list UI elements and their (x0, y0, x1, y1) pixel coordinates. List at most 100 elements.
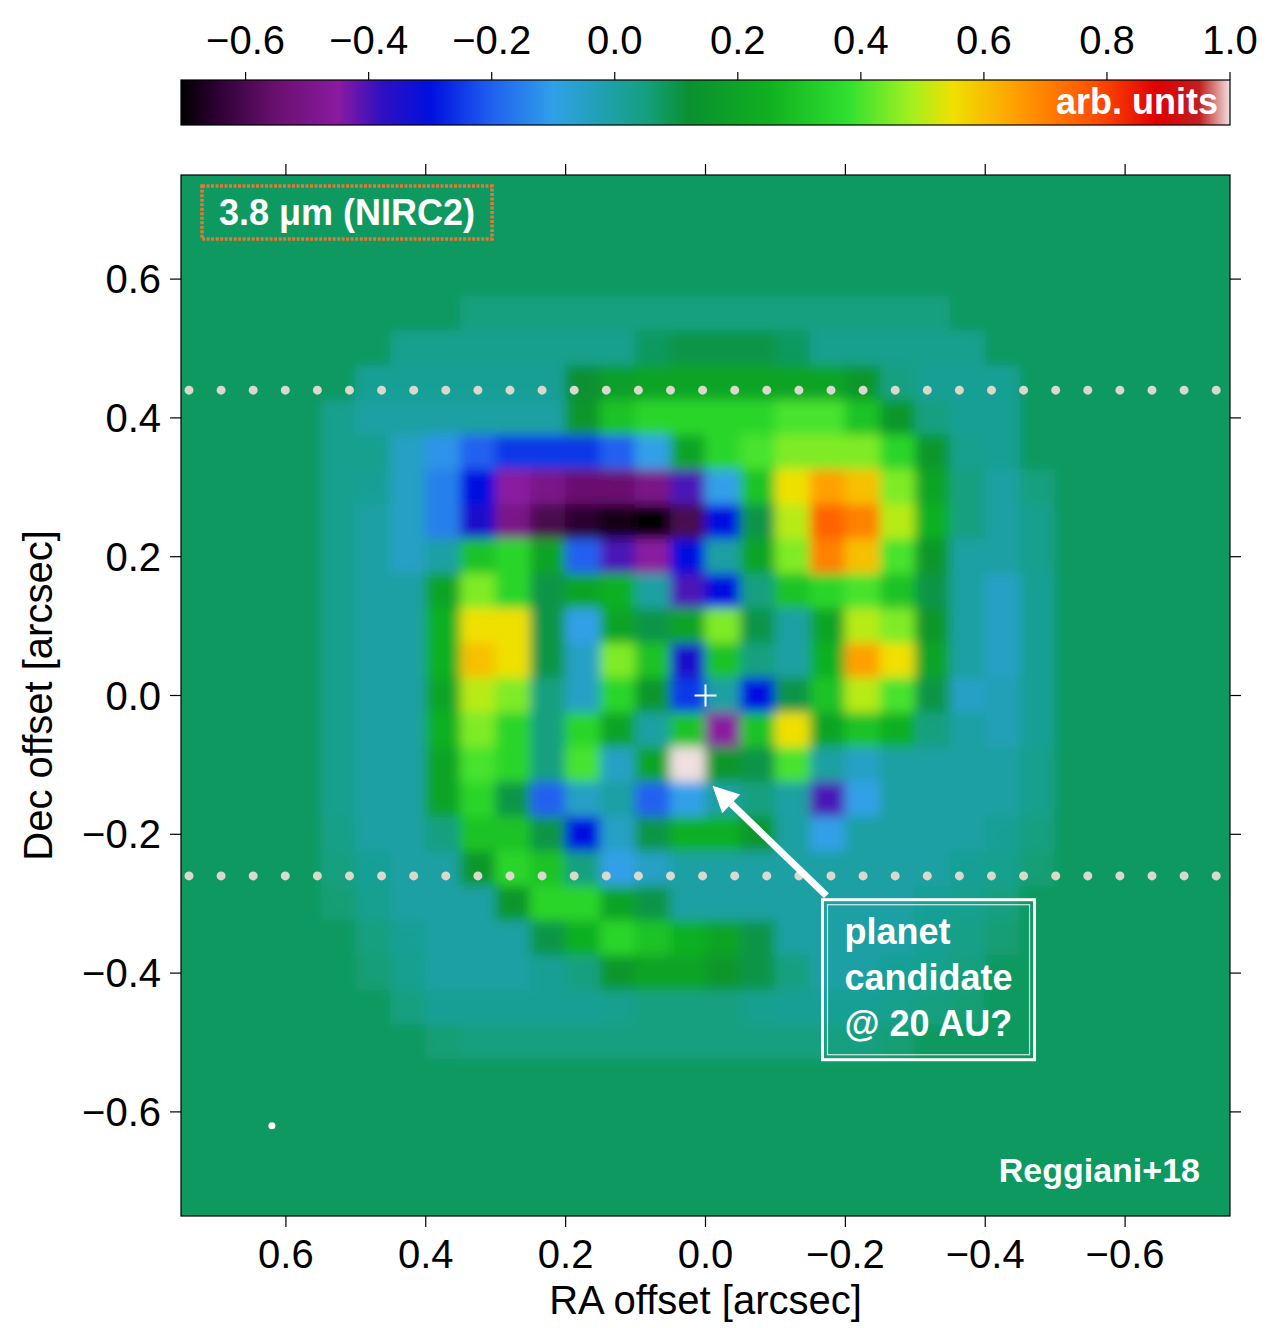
heatmap-cell (705, 1129, 741, 1165)
heatmap-cell (705, 608, 741, 644)
heatmap-cell (1160, 712, 1196, 748)
heatmap-cell (775, 1198, 811, 1216)
heatmap-cell (1195, 712, 1230, 748)
x-tick-label: 0.0 (678, 1232, 734, 1276)
colorbar-tick-label: 0.0 (587, 18, 643, 62)
heatmap-cell (460, 886, 496, 922)
heatmap-cell (1020, 921, 1056, 957)
heatmap-cell (880, 504, 916, 540)
heatmap-cell (460, 365, 496, 401)
heatmap-cell (1195, 574, 1230, 610)
heatmap-cell (915, 1129, 951, 1165)
heatmap-cell (215, 1059, 251, 1095)
heatmap-cell (1090, 1198, 1126, 1216)
heatmap-cell (250, 816, 286, 852)
heatmap-cell (460, 1094, 496, 1130)
heatmap-cell (915, 1198, 951, 1216)
heatmap-cell (425, 747, 461, 783)
heatmap-cell (740, 296, 776, 332)
heatmap-cell (775, 574, 811, 610)
heatmap-cell (530, 1025, 566, 1061)
heatmap-cell (460, 990, 496, 1026)
heatmap-cell (215, 1163, 251, 1199)
heatmap-cell (915, 469, 951, 505)
heatmap-cell (1090, 782, 1126, 818)
heatmap-cell (215, 1025, 251, 1061)
y-tick-label: 0.0 (105, 674, 161, 718)
heatmap-cell (775, 955, 811, 991)
heatmap-cell (355, 678, 391, 714)
heatmap-cell (390, 365, 426, 401)
heatmap-cell (1055, 747, 1091, 783)
heatmap-cell (390, 1198, 426, 1216)
y-tick-right (1230, 695, 1241, 696)
heatmap-cell (355, 175, 391, 193)
heatmap-cell (390, 747, 426, 783)
heatmap-cell (250, 365, 286, 401)
heatmap-cell (530, 747, 566, 783)
heatmap-cell (880, 574, 916, 610)
heatmap-cell (460, 539, 496, 575)
heatmap-cell (215, 608, 251, 644)
heatmap-cell (1055, 192, 1091, 228)
heatmap-cell (635, 296, 671, 332)
heatmap-cell (1125, 712, 1161, 748)
heatmap-cell (460, 608, 496, 644)
heatmap-cell (1125, 261, 1161, 297)
heatmap-cell (705, 851, 741, 887)
heatmap-cell (355, 816, 391, 852)
heatmap-cell (810, 175, 846, 193)
heatmap-cell (495, 921, 531, 957)
x-tick (845, 1216, 846, 1227)
heatmap-cell (355, 1094, 391, 1130)
x-tick (425, 1216, 426, 1227)
heatmap-cell (390, 539, 426, 575)
heatmap-cell (250, 678, 286, 714)
heatmap-cell (1055, 990, 1091, 1026)
heatmap-cell (740, 1094, 776, 1130)
heatmap-cell (320, 365, 356, 401)
heatmap-cell (355, 331, 391, 367)
heatmap-cell (1195, 816, 1230, 852)
heatmap-cell (530, 782, 566, 818)
heatmap-cell (810, 712, 846, 748)
heatmap-cell (1090, 712, 1126, 748)
heatmap-cell (495, 608, 531, 644)
heatmap-cell (1160, 539, 1196, 575)
heatmap-cell (390, 712, 426, 748)
heatmap-cell (530, 539, 566, 575)
heatmap-cell (1125, 469, 1161, 505)
heatmap-cell (985, 574, 1021, 610)
heatmap-cell (1125, 539, 1161, 575)
heatmap-cell (600, 747, 636, 783)
heatmap-cell (845, 851, 881, 887)
heatmap-cell (740, 400, 776, 436)
heatmap-cell (320, 1198, 356, 1216)
heatmap-cell (495, 816, 531, 852)
heatmap-cell (740, 747, 776, 783)
heatmap-cell (740, 331, 776, 367)
heatmap-cell (320, 296, 356, 332)
heatmap-cell (985, 365, 1021, 401)
heatmap-cell (600, 678, 636, 714)
heatmap-cell (810, 643, 846, 679)
heatmap-cell (355, 261, 391, 297)
heatmap-cell (1020, 955, 1056, 991)
heatmap-cell (670, 504, 706, 540)
y-tick (170, 834, 181, 835)
heatmap-cell (635, 1129, 671, 1165)
y-tick-right (1230, 972, 1241, 973)
heatmap-cell (880, 175, 916, 193)
heatmap-cell (845, 782, 881, 818)
heatmap-cell (181, 192, 216, 228)
heatmap-cell (1195, 886, 1230, 922)
heatmap-cell (705, 296, 741, 332)
heatmap-cell (530, 921, 566, 957)
heatmap-cell (250, 1025, 286, 1061)
heatmap-cell (390, 816, 426, 852)
heatmap-cell (705, 747, 741, 783)
heatmap-cell (425, 504, 461, 540)
x-tick (705, 1216, 706, 1227)
heatmap-cell (810, 747, 846, 783)
heatmap-cell (181, 886, 216, 922)
